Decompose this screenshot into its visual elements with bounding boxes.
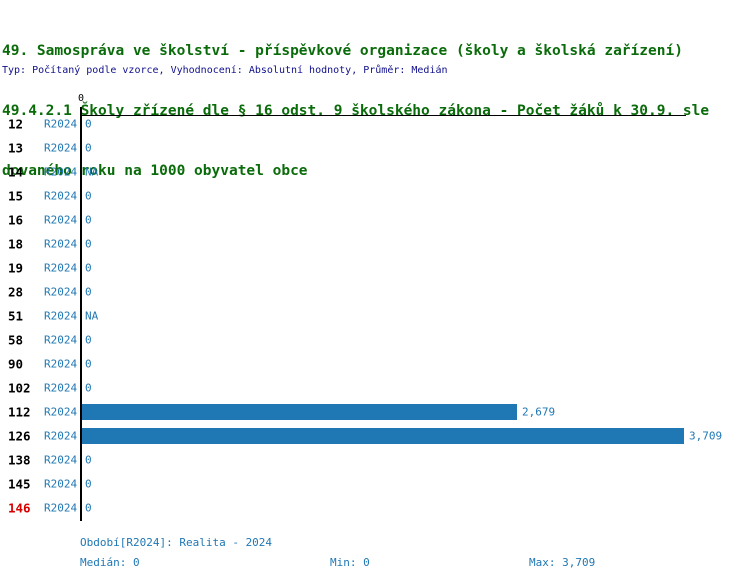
x-axis-tick-zero: 0: [77, 93, 85, 104]
chart-row: 12 R2024 0: [0, 112, 750, 136]
y-axis-line: [80, 107, 82, 521]
row-series-label: R2024: [44, 357, 78, 371]
row-value-label: 0: [85, 285, 92, 299]
row-series-label: R2024: [44, 501, 78, 515]
row-value-label: 0: [85, 333, 92, 347]
bar: [82, 428, 684, 444]
chart-title-line3: dovaného roku na 1000 obyvatel obce: [2, 163, 308, 179]
row-series-label: R2024: [44, 381, 78, 395]
chart-row: 145 R2024 0: [0, 472, 750, 496]
row-value-label: 0: [85, 141, 92, 155]
row-value-label: 2,679: [522, 405, 556, 419]
row-series-label: R2024: [44, 309, 78, 323]
row-value-label: 3,709: [689, 429, 723, 443]
row-series-label: R2024: [44, 237, 78, 251]
row-category-label: 126: [8, 428, 31, 444]
row-series-label: R2024: [44, 165, 78, 179]
chart-row: 126 R2024 3,709: [0, 424, 750, 448]
chart-meta: Typ: Počítaný podle vzorce, Vyhodnocení:…: [2, 65, 448, 76]
chart-title-line1: 49. Samospráva ve školství - příspěvkové…: [2, 43, 683, 59]
row-value-label: 0: [85, 357, 92, 371]
row-category-label: 112: [8, 404, 31, 420]
row-category-label: 15: [8, 188, 24, 204]
row-category-label: 28: [8, 284, 24, 300]
chart-row: 18 R2024 0: [0, 232, 750, 256]
row-category-label: 19: [8, 260, 24, 276]
row-value-label: 0: [85, 213, 92, 227]
footer-median: Medián: 0: [80, 556, 140, 569]
row-value-label: 0: [85, 261, 92, 275]
chart-row: 112 R2024 2,679: [0, 400, 750, 424]
row-category-label: 13: [8, 140, 24, 156]
row-value-label: 0: [85, 117, 92, 131]
chart-row: 16 R2024 0: [0, 208, 750, 232]
row-value-label: 0: [85, 501, 92, 515]
row-series-label: R2024: [44, 405, 78, 419]
row-series-label: R2024: [44, 333, 78, 347]
row-series-label: R2024: [44, 429, 78, 443]
row-category-label: 146: [8, 500, 31, 516]
row-series-label: R2024: [44, 285, 78, 299]
row-category-label: 138: [8, 452, 31, 468]
row-value-label: NA: [85, 165, 99, 179]
row-value-label: 0: [85, 453, 92, 467]
row-value-label: 0: [85, 189, 92, 203]
chart-row: 14 R2024 NA: [0, 160, 750, 184]
row-category-label: 14: [8, 164, 24, 180]
row-category-label: 16: [8, 212, 24, 228]
chart-row: 19 R2024 0: [0, 256, 750, 280]
x-axis-line: [80, 115, 686, 116]
footer-max: Max: 3,709: [529, 556, 596, 569]
row-category-label: 18: [8, 236, 24, 252]
row-category-label: 90: [8, 356, 24, 372]
bar: [82, 404, 517, 420]
chart-row: 138 R2024 0: [0, 448, 750, 472]
row-value-label: 0: [85, 477, 92, 491]
row-series-label: R2024: [44, 117, 78, 131]
chart-row: 90 R2024 0: [0, 352, 750, 376]
row-category-label: 12: [8, 116, 24, 132]
chart-row: 13 R2024 0: [0, 136, 750, 160]
chart-title: 49. Samospráva ve školství - příspěvkové…: [2, 1, 709, 221]
row-series-label: R2024: [44, 189, 78, 203]
chart-row: 51 R2024 NA: [0, 304, 750, 328]
footer-min: Min: 0: [330, 556, 370, 569]
row-category-label: 145: [8, 476, 31, 492]
row-series-label: R2024: [44, 213, 78, 227]
row-value-label: 0: [85, 381, 92, 395]
chart-row: 102 R2024 0: [0, 376, 750, 400]
row-series-label: R2024: [44, 453, 78, 467]
row-category-label: 102: [8, 380, 31, 396]
row-series-label: R2024: [44, 141, 78, 155]
row-value-label: 0: [85, 237, 92, 251]
chart-row: 28 R2024 0: [0, 280, 750, 304]
row-series-label: R2024: [44, 477, 78, 491]
footer-period: Období[R2024]: Realita - 2024: [80, 536, 273, 549]
row-category-label: 51: [8, 308, 24, 324]
chart-row: 146 R2024 0: [0, 496, 750, 520]
chart-row: 15 R2024 0: [0, 184, 750, 208]
row-category-label: 58: [8, 332, 24, 348]
chart-row: 58 R2024 0: [0, 328, 750, 352]
row-value-label: NA: [85, 309, 99, 323]
row-series-label: R2024: [44, 261, 78, 275]
